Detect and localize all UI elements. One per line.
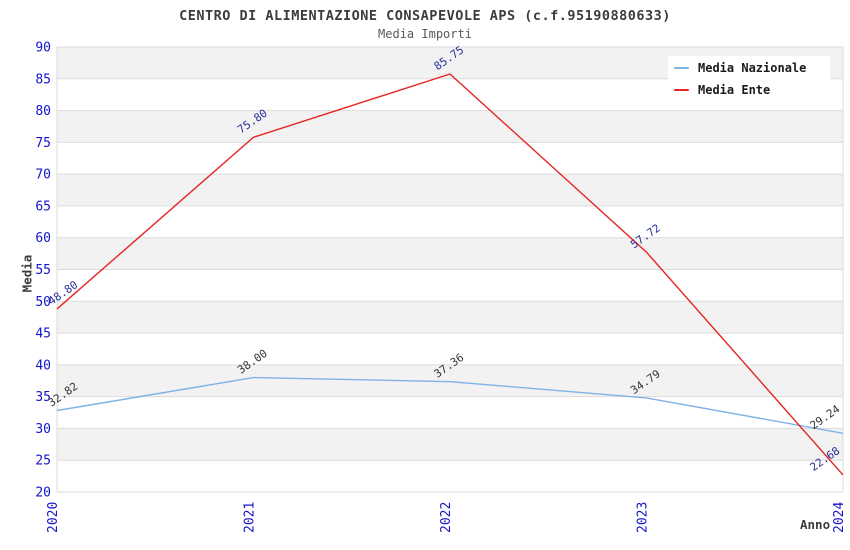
legend-item-media-nazionale: Media Nazionale (674, 60, 824, 76)
series-line-media-nazionale (56, 376, 844, 434)
y-tick-label: 85 (35, 72, 51, 87)
series-line-media-ente (56, 73, 844, 476)
y-tick-label: 50 (35, 295, 51, 310)
x-tick-label: 2023 (636, 502, 651, 533)
y-tick-label: 60 (35, 231, 51, 246)
y-tick-label: 45 (35, 327, 51, 342)
y-tick-label: 40 (35, 358, 51, 373)
plot-band (57, 396, 843, 429)
plot-band (57, 428, 843, 461)
legend-item-media-ente: Media Ente (674, 82, 824, 98)
y-tick-label: 65 (35, 199, 51, 214)
y-tick-label: 90 (35, 41, 51, 56)
x-tick-label: 2022 (439, 502, 454, 533)
legend-label: Media Ente (698, 83, 771, 97)
y-tick-label: 75 (35, 136, 51, 151)
media-ente-line-swatch (674, 88, 689, 92)
plot-band (57, 364, 843, 397)
plot-band (57, 269, 843, 302)
plot-band (57, 110, 843, 143)
y-tick-label: 35 (35, 390, 51, 405)
plot-band (57, 237, 843, 270)
x-tick-label: 2024 (832, 502, 847, 533)
media-nazionale-line-swatch (674, 66, 689, 70)
chart-title: CENTRO DI ALIMENTAZIONE CONSAPEVOLE APS … (179, 8, 671, 24)
y-tick-label: 55 (35, 263, 51, 278)
legend: Media Nazionale Media Ente (668, 56, 830, 102)
y-axis-title: Media (19, 254, 35, 293)
x-axis-title: Anno (800, 517, 831, 532)
plot-band (57, 301, 843, 334)
x-tick-label: 2021 (243, 502, 258, 533)
plot-band (57, 460, 843, 492)
plot-band (57, 174, 843, 206)
chart-subtitle: Media Importi (378, 27, 472, 41)
y-tick-label: 80 (35, 104, 51, 119)
plot-band (57, 333, 843, 365)
y-tick-label: 30 (35, 422, 51, 437)
plot-band (57, 205, 843, 238)
legend-label: Media Nazionale (698, 61, 807, 75)
plot-band (57, 142, 843, 175)
y-tick-label: 25 (35, 454, 51, 469)
y-tick-label: 20 (35, 486, 51, 501)
y-tick-label: 70 (35, 168, 51, 183)
x-tick-label: 2020 (46, 502, 61, 533)
